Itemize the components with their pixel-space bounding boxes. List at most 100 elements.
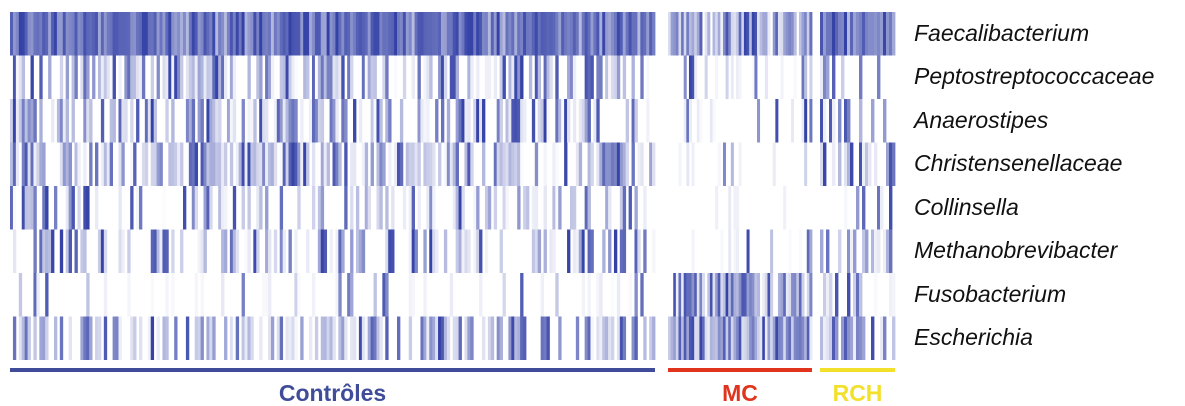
heatmap-cell bbox=[759, 12, 763, 56]
heatmap-cell bbox=[206, 142, 210, 186]
group-label: MC bbox=[722, 380, 758, 406]
heatmap-cell bbox=[804, 316, 808, 360]
heatmap-cell bbox=[100, 142, 105, 186]
heatmap-cell bbox=[112, 55, 116, 99]
heatmap-cell bbox=[209, 316, 213, 360]
heatmap-cell bbox=[892, 316, 896, 360]
heatmap-cell bbox=[889, 273, 893, 317]
heatmap-cell bbox=[235, 12, 240, 56]
heatmap-cell bbox=[581, 229, 586, 273]
heatmap-cell bbox=[804, 12, 808, 56]
heatmap-cell bbox=[62, 12, 67, 56]
heatmap-cell bbox=[673, 273, 677, 317]
heatmap-cell bbox=[862, 229, 866, 273]
heatmap-cell bbox=[344, 99, 348, 143]
heatmap-cell bbox=[470, 316, 474, 360]
heatmap-cell bbox=[619, 142, 624, 186]
heatmap-cell bbox=[561, 12, 565, 56]
heatmap-cell bbox=[720, 12, 724, 56]
heatmap-cell bbox=[185, 99, 190, 143]
heatmap-cell bbox=[590, 142, 594, 186]
heatmap-cell bbox=[643, 186, 647, 230]
heatmap-cell bbox=[505, 316, 509, 360]
heatmap-cell bbox=[241, 99, 245, 143]
heatmap-cell bbox=[668, 12, 672, 56]
heatmap-cell bbox=[12, 99, 17, 143]
heatmap-cell bbox=[341, 316, 345, 360]
heatmap-cell bbox=[59, 99, 64, 143]
heatmap-cell bbox=[303, 142, 307, 186]
heatmap-cell bbox=[253, 229, 257, 273]
heatmap-cell bbox=[224, 186, 228, 230]
heatmap-cell bbox=[820, 12, 824, 56]
heatmap-cell bbox=[244, 229, 248, 273]
heatmap-cell bbox=[699, 99, 703, 143]
heatmap-cell bbox=[417, 55, 421, 99]
heatmap-cell bbox=[30, 99, 34, 143]
heatmap-cell bbox=[681, 12, 685, 56]
heatmap-cell bbox=[358, 229, 363, 273]
heatmap-cell bbox=[394, 142, 398, 186]
heatmap-cell bbox=[21, 186, 26, 230]
heatmap-cell bbox=[42, 229, 46, 273]
heatmap-cell bbox=[147, 12, 152, 56]
heatmap-cell bbox=[584, 229, 588, 273]
heatmap-cell bbox=[367, 186, 372, 230]
heatmap-cell bbox=[634, 273, 638, 317]
heatmap-cell bbox=[432, 142, 436, 186]
heatmap-cell bbox=[785, 12, 789, 56]
heatmap-cell bbox=[376, 142, 380, 186]
heatmap-cell bbox=[649, 12, 653, 56]
heatmap-cell bbox=[806, 229, 810, 273]
heatmap-cell bbox=[89, 316, 93, 360]
heatmap-cell bbox=[367, 12, 372, 56]
heatmap-cell bbox=[696, 316, 700, 360]
heatmap-cell bbox=[683, 55, 687, 99]
heatmap-cell bbox=[646, 99, 650, 143]
heatmap-cell bbox=[10, 186, 14, 230]
heatmap-cell bbox=[467, 12, 471, 56]
heatmap-cell bbox=[464, 142, 468, 186]
heatmap-cell bbox=[397, 12, 401, 56]
heatmap-cell bbox=[543, 99, 547, 143]
heatmap-cell bbox=[749, 273, 753, 317]
heatmap-cell bbox=[435, 12, 439, 56]
heatmap-cell bbox=[850, 12, 854, 56]
heatmap-cell bbox=[757, 316, 761, 360]
heatmap-cell bbox=[715, 186, 719, 230]
heatmap-cell bbox=[48, 229, 52, 273]
heatmap-cell bbox=[103, 273, 108, 317]
heatmap-cell bbox=[707, 316, 711, 360]
heatmap-cell bbox=[596, 273, 600, 317]
heatmap-cell bbox=[622, 316, 627, 360]
heatmap-cell bbox=[376, 316, 380, 360]
heatmap-cell bbox=[505, 142, 509, 186]
heatmap-cell bbox=[250, 142, 254, 186]
heatmap-cell bbox=[832, 12, 836, 56]
heatmap-cell bbox=[309, 12, 313, 56]
heatmap-cell bbox=[631, 55, 635, 99]
heatmap-cell bbox=[197, 316, 201, 360]
heatmap-cell bbox=[575, 316, 580, 360]
heatmap-cell bbox=[197, 99, 201, 143]
heatmap-cell bbox=[165, 12, 169, 56]
heatmap-cell bbox=[751, 316, 755, 360]
heatmap-cell bbox=[473, 186, 477, 230]
heatmap-cell bbox=[499, 55, 503, 99]
heatmap-cell bbox=[423, 99, 427, 143]
heatmap-cell bbox=[804, 99, 808, 143]
heatmap-cell bbox=[323, 142, 328, 186]
heatmap-cell bbox=[338, 55, 342, 99]
heatmap-cell bbox=[423, 273, 427, 317]
heatmap-cell bbox=[511, 142, 515, 186]
heatmap-cell bbox=[320, 186, 325, 230]
heatmap-cell bbox=[238, 12, 243, 56]
heatmap-cell bbox=[338, 12, 342, 56]
heatmap-cell bbox=[502, 186, 506, 230]
heatmap-cell bbox=[332, 12, 336, 56]
heatmap-cell bbox=[411, 142, 415, 186]
heatmap-cell bbox=[402, 55, 407, 99]
heatmap-cell bbox=[288, 229, 292, 273]
heatmap-cell bbox=[482, 99, 486, 143]
heatmap-cell bbox=[33, 229, 37, 273]
